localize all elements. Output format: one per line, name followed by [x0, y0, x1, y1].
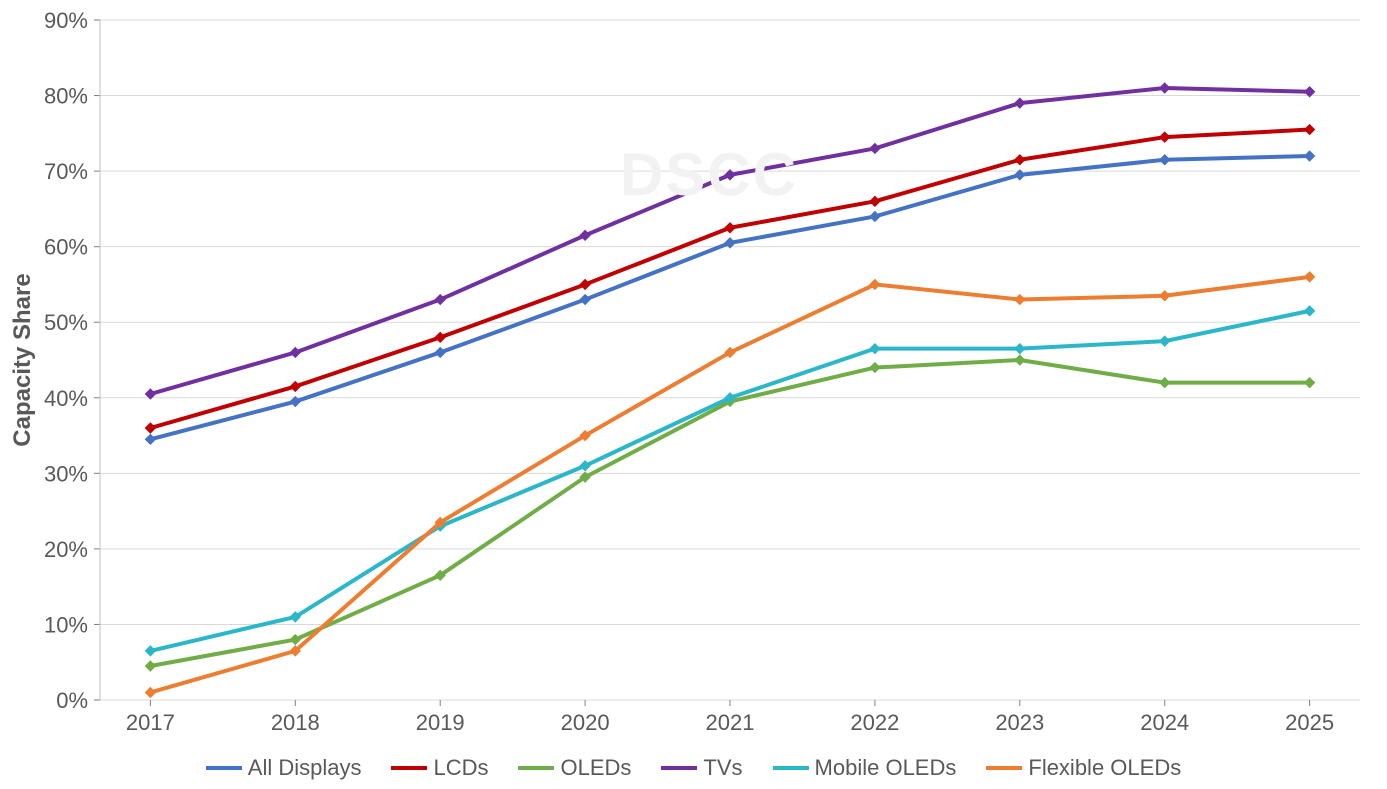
series-marker [290, 347, 300, 357]
chart-container: DSCC 0%10%20%30%40%50%60%70%80%90%Capaci… [0, 0, 1387, 789]
series-marker [1160, 155, 1170, 165]
series-marker [1305, 151, 1315, 161]
x-tick-label: 2023 [995, 710, 1044, 735]
x-tick-label: 2019 [416, 710, 465, 735]
legend-item: Flexible OLEDs [986, 755, 1181, 781]
x-tick-label: 2018 [271, 710, 320, 735]
legend-label: Flexible OLEDs [1028, 755, 1181, 781]
series-line [150, 277, 1309, 693]
series-marker [1160, 336, 1170, 346]
x-tick-label: 2025 [1285, 710, 1334, 735]
series-marker [145, 434, 155, 444]
series-marker [145, 423, 155, 433]
x-tick-label: 2022 [850, 710, 899, 735]
line-chart: 0% 10% 20% 30% 40% 50% 60% 70% 80% 90% Capacity Sh… [0, 0, 1387, 789]
legend-item: TVs [661, 755, 742, 781]
y-tick-label: 90% [44, 8, 88, 33]
series-marker [1015, 355, 1025, 365]
y-tick-label: 50% [44, 310, 88, 335]
series-marker [145, 687, 155, 697]
legend-item: Mobile OLEDs [773, 755, 957, 781]
x-tick-label: 2017 [126, 710, 175, 735]
series-marker [1015, 98, 1025, 108]
legend-swatch [206, 766, 242, 770]
series-marker [435, 332, 445, 342]
legend-swatch [773, 766, 809, 770]
y-tick-label: 10% [44, 612, 88, 637]
series-marker [1305, 125, 1315, 135]
legend-item: OLEDs [518, 755, 631, 781]
series-marker [1160, 83, 1170, 93]
legend-item: LCDs [391, 755, 488, 781]
series-marker [870, 196, 880, 206]
y-tick-label: 0% [56, 688, 88, 713]
legend-label: LCDs [433, 755, 488, 781]
y-tick-label: 30% [44, 461, 88, 486]
legend-label: TVs [703, 755, 742, 781]
legend-swatch [518, 766, 554, 770]
series-marker [435, 347, 445, 357]
series-marker [1305, 378, 1315, 388]
x-tick-label: 2024 [1140, 710, 1189, 735]
series-marker [1160, 378, 1170, 388]
legend: All Displays LCDs OLEDs TVs Mobile OLEDs Flex… [0, 755, 1387, 781]
series-marker [870, 143, 880, 153]
series-line [150, 311, 1309, 651]
series-marker [1015, 344, 1025, 354]
series-marker [870, 211, 880, 221]
series-marker [145, 661, 155, 671]
y-axis-label: Capacity Share [9, 273, 36, 446]
legend-label: Mobile OLEDs [815, 755, 957, 781]
legend-item: All Displays [206, 755, 362, 781]
series-marker [870, 363, 880, 373]
x-tick-label: 2020 [561, 710, 610, 735]
y-tick-label: 80% [44, 84, 88, 109]
series-marker [145, 646, 155, 656]
legend-swatch [986, 766, 1022, 770]
legend-swatch [391, 766, 427, 770]
y-tick-label: 20% [44, 537, 88, 562]
legend-label: All Displays [248, 755, 362, 781]
series-marker [1160, 132, 1170, 142]
legend-label: OLEDs [560, 755, 631, 781]
x-tick-label: 2021 [706, 710, 755, 735]
series-marker [870, 344, 880, 354]
y-tick-label: 40% [44, 386, 88, 411]
series-marker [1305, 306, 1315, 316]
series-marker [290, 381, 300, 391]
legend-swatch [661, 766, 697, 770]
series-marker [1015, 295, 1025, 305]
series-marker [1305, 272, 1315, 282]
y-tick-label: 60% [44, 235, 88, 260]
series-marker [1160, 291, 1170, 301]
y-tick-label: 70% [44, 159, 88, 184]
series-marker [1015, 155, 1025, 165]
